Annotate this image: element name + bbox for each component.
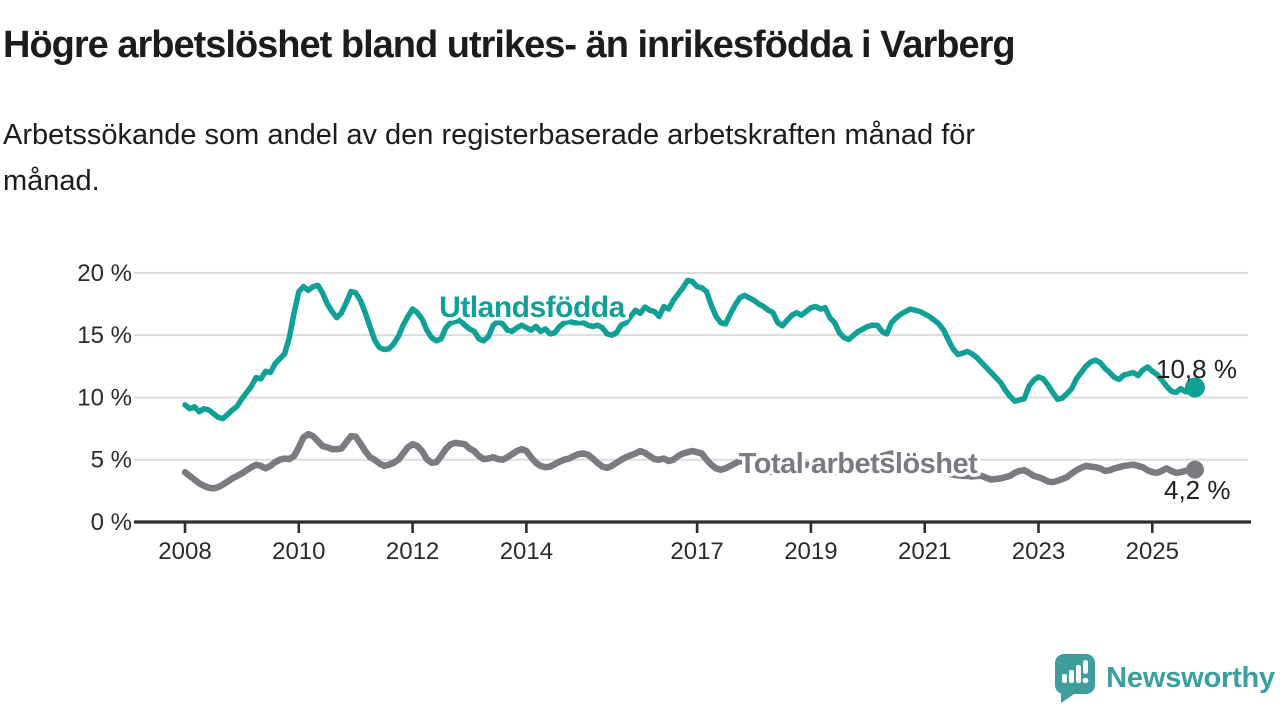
x-tick-label-2014: 2014: [500, 538, 553, 565]
series-line-utlandsfodda: [182, 277, 1198, 422]
series-endpoint-utlandsfodda: [1184, 377, 1205, 398]
series-label-utlandsfodda: Utlandsfödda: [439, 291, 625, 324]
series-label-total: Total arbetslöshet: [739, 448, 978, 480]
logo-bar-tall: [1076, 665, 1082, 683]
y-tick-label-5: 5 %: [91, 447, 132, 474]
chart-svg: 0 % 5 % 10 % 15 % 20 % 10,8 % Utlandsfödda 4,2 …: [77, 260, 1251, 565]
chart-subtitle: Arbetssökande som andel av den registerb…: [3, 112, 975, 204]
series-line-total: [181, 430, 1199, 492]
x-tick-label-2017: 2017: [670, 538, 723, 565]
logo-bar-small: [1062, 674, 1068, 683]
chart-subtitle-line-1: Arbetssökande som andel av den registerb…: [3, 119, 976, 151]
y-tick-label-10: 10 %: [77, 384, 132, 411]
series-endpoint-total: [1185, 460, 1204, 479]
logo-exclamation-stem: [1083, 660, 1089, 674]
series-endlabel-total: 4,2 %: [1164, 475, 1231, 505]
x-tick-label-2025: 2025: [1126, 538, 1179, 565]
newsworthy-logo: Newsworthy: [1053, 652, 1275, 705]
page-title: Högre arbetslöshet bland utrikes- än inr…: [3, 24, 1016, 66]
newsworthy-logo-text: Newsworthy: [1106, 662, 1275, 694]
y-tick-label-0: 0 %: [91, 509, 132, 536]
chart-subtitle-line-2: månad.: [3, 165, 100, 197]
x-tick-label-2021: 2021: [898, 538, 951, 565]
logo-exclamation-dot: [1082, 677, 1089, 684]
x-tick-label-2019: 2019: [784, 538, 837, 565]
logo-bar-medium: [1069, 670, 1075, 683]
x-tick-label-2010: 2010: [272, 538, 325, 565]
newsworthy-logo-icon: [1055, 654, 1096, 703]
x-tick-label-2008: 2008: [158, 538, 211, 565]
x-tick-label-2012: 2012: [386, 538, 439, 565]
y-tick-label-15: 15 %: [77, 322, 132, 349]
x-tick-label-2023: 2023: [1012, 538, 1065, 565]
y-tick-label-20: 20 %: [77, 260, 132, 287]
series-endlabel-utlandsfodda: 10,8 %: [1156, 354, 1237, 384]
